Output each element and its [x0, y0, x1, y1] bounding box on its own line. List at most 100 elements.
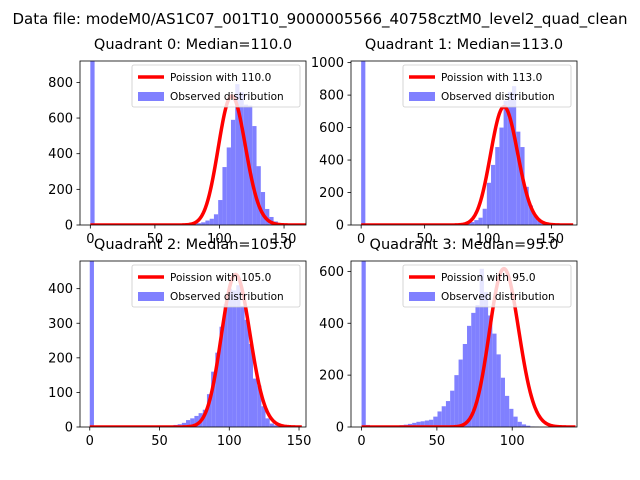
- histogram-bar: [433, 416, 438, 427]
- plot-area: [360, 61, 575, 225]
- histogram-bar: [458, 359, 463, 427]
- y-tick-label: 200: [319, 186, 344, 201]
- legend: Poission with 95.0 Observed distribution: [402, 264, 572, 308]
- x-tick-label: 50: [416, 232, 433, 247]
- legend-label-poisson: Poission with 105.0: [170, 272, 271, 284]
- histogram-bar: [196, 223, 202, 225]
- histogram-bar: [521, 424, 527, 427]
- histogram-bar: [90, 61, 95, 225]
- legend-label-observed: Observed distribution: [441, 91, 555, 103]
- quadrant-2-panel: 0 50 100 150 0 100 200 300 400 Quadrant 2: Median…: [48, 237, 311, 449]
- x-tick-label: 0: [86, 434, 94, 449]
- axes-frame: [79, 60, 307, 226]
- histogram-bar: [227, 288, 233, 427]
- y-tick-label: 200: [48, 183, 73, 198]
- histogram-bar: [470, 222, 475, 225]
- histogram-bar: [520, 147, 525, 225]
- legend-box: [402, 64, 572, 108]
- x-tick-label: 150: [272, 232, 297, 247]
- plot-area: [89, 61, 306, 225]
- y-tick-label: 0: [336, 421, 344, 436]
- axes-frame: [350, 60, 578, 226]
- histogram-bar: [190, 418, 195, 427]
- legend-bar-swatch: [138, 92, 164, 101]
- legend-box: [131, 64, 301, 108]
- panel-title: Quadrant 2: Median=105.0: [94, 237, 292, 253]
- legend-label-poisson: Poission with 113.0: [441, 72, 542, 84]
- histogram-bar: [269, 423, 274, 427]
- histogram-bar: [181, 422, 187, 427]
- histogram-bar: [495, 147, 500, 225]
- histogram-bar: [454, 375, 459, 427]
- histogram-bar: [265, 208, 270, 225]
- histogram-bar: [509, 408, 514, 427]
- histogram-bar: [235, 84, 240, 225]
- y-tick-label: 1000: [311, 56, 344, 71]
- histogram-bar: [213, 214, 219, 225]
- x-tick-label: 50: [429, 434, 446, 449]
- histogram-bar: [424, 420, 430, 427]
- y-tick-label: 0: [336, 219, 344, 234]
- histogram-bar: [215, 352, 220, 427]
- legend-box: [131, 264, 301, 308]
- x-tick-label: 100: [207, 232, 232, 247]
- histogram-bar: [240, 305, 245, 427]
- legend-label-observed: Observed distribution: [170, 291, 284, 303]
- axes-frame: [350, 260, 578, 428]
- histogram-bar: [526, 425, 531, 427]
- histogram-bar: [482, 208, 487, 225]
- y-tick-label: 0: [65, 219, 73, 234]
- legend-label-poisson: Poission with 110.0: [170, 72, 271, 84]
- histogram-bar: [537, 220, 542, 225]
- histogram-bar: [252, 126, 257, 225]
- histogram-bar: [478, 217, 483, 225]
- poisson-curve: [360, 266, 577, 427]
- y-tick-label: 100: [48, 386, 73, 401]
- y-tick-label: 400: [48, 147, 73, 162]
- histogram-bar: [194, 415, 199, 427]
- panels: 0 50 100 150 0 200 400 600 800 Quadrant 0: Median…: [48, 37, 578, 449]
- histogram-bar: [437, 411, 442, 427]
- histogram-bar: [416, 421, 421, 427]
- histogram-bar: [209, 218, 214, 225]
- legend: Poission with 105.0 Observed distribution: [131, 264, 301, 308]
- histogram-bar: [513, 416, 518, 427]
- x-tick-label: 150: [287, 434, 312, 449]
- histogram-bar: [445, 401, 451, 427]
- histogram-bar: [491, 164, 496, 225]
- legend-box: [402, 264, 572, 308]
- histogram-bar: [248, 344, 253, 427]
- legend-label-observed: Observed distribution: [170, 91, 284, 103]
- histogram-bar: [492, 333, 497, 427]
- quadrant-0-panel: 0 50 100 150 0 200 400 600 800 Quadrant 0: Median…: [48, 37, 307, 247]
- histogram-bar: [186, 420, 191, 427]
- legend: Poission with 113.0 Observed distribution: [402, 64, 572, 108]
- histogram-bar: [252, 378, 258, 427]
- histogram-bar: [504, 395, 510, 427]
- y-tick-label: 800: [48, 76, 73, 91]
- histogram-bar: [450, 390, 455, 427]
- histogram-bar: [496, 354, 501, 427]
- histogram-bar: [261, 406, 266, 427]
- y-tick-label: 400: [319, 154, 344, 169]
- histogram-bar: [256, 166, 261, 225]
- histogram-bar: [361, 61, 366, 225]
- legend-bar-swatch: [409, 292, 435, 301]
- histogram-bar: [486, 182, 492, 225]
- x-tick-label: 100: [500, 434, 525, 449]
- legend-label-poisson: Poission with 95.0: [441, 272, 536, 284]
- x-tick-label: 50: [147, 232, 164, 247]
- histogram-bar: [223, 304, 228, 427]
- histogram-bar: [479, 268, 484, 427]
- x-tick-label: 0: [357, 232, 365, 247]
- histogram-bar: [236, 285, 241, 427]
- y-tick-label: 800: [319, 89, 344, 104]
- y-tick-label: 400: [319, 317, 344, 332]
- histogram-bar: [462, 344, 468, 427]
- histogram-bar: [474, 220, 479, 225]
- histogram-bar: [257, 385, 262, 427]
- x-tick-label: 0: [86, 232, 94, 247]
- panel-title: Quadrant 0: Median=110.0: [94, 37, 292, 53]
- histogram-bar: [412, 422, 417, 427]
